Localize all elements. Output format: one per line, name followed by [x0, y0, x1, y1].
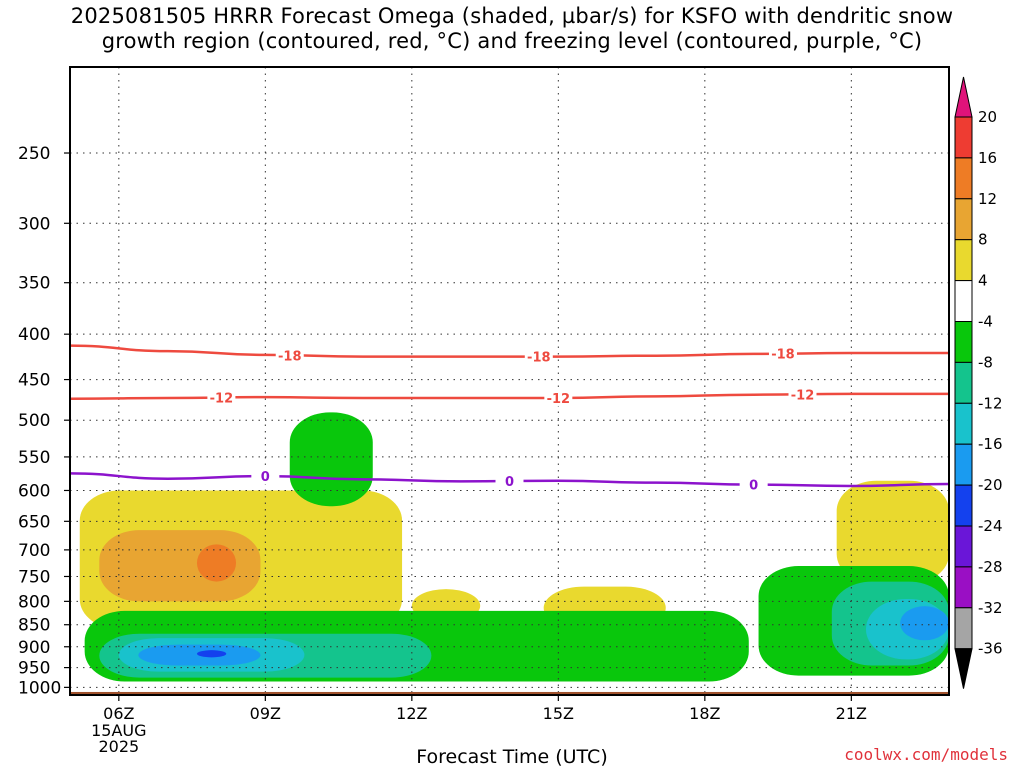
colorbar-swatch-4 — [954, 239, 973, 282]
colorbar-label-1: 16 — [978, 149, 997, 167]
y-tick-label-550: 550 — [18, 448, 50, 468]
colorbar-swatch-11 — [954, 525, 973, 568]
x-date-label-year: 2025 — [98, 737, 139, 756]
colorbar-swatch-2 — [954, 157, 973, 200]
contour-label-bg-2-0 — [251, 468, 280, 485]
colorbar-swatch-6 — [954, 321, 973, 363]
colorbar-swatch-13 — [954, 607, 973, 650]
x-axis-label: Forecast Time (UTC) — [416, 746, 608, 768]
y-tick-label-400: 400 — [18, 325, 50, 345]
contour-label-0-0: -18 — [278, 349, 302, 364]
contour-label-1-2: -12 — [791, 388, 815, 403]
x-tick-label-15Z: 15Z — [543, 704, 574, 723]
contour-label-1-1: -12 — [547, 392, 571, 407]
colorbar-swatch-5 — [954, 280, 973, 323]
colorbar-label-8: -16 — [978, 435, 1003, 453]
colorbar-label-6: -8 — [978, 353, 993, 371]
contour-label-bg-1-0 — [207, 389, 236, 406]
y-tick-label-950: 950 — [18, 659, 50, 679]
contour-label-bg-1-1 — [544, 389, 573, 406]
omega-region-6 — [289, 412, 373, 507]
colorbar-cap-top — [954, 76, 973, 118]
contour-label-2-1: 0 — [505, 475, 514, 490]
colorbar-label-7: -12 — [978, 394, 1003, 412]
contour-label-bg-0-2 — [768, 345, 797, 362]
colorbar-label-9: -20 — [978, 476, 1003, 494]
plot-frame — [69, 66, 950, 696]
omega-region-15 — [900, 606, 949, 641]
colorbar-label-3: 8 — [978, 231, 988, 249]
colorbar-swatch-7 — [954, 361, 973, 404]
colorbar-label-5: -4 — [978, 313, 993, 331]
y-tick-label-350: 350 — [18, 274, 50, 294]
contour-label-bg-2-1 — [495, 473, 524, 490]
y-tick-label-450: 450 — [18, 371, 50, 391]
chart-title-line2: growth region (contoured, red, °C) and f… — [101, 29, 923, 53]
contour-label-0-1: -18 — [527, 351, 551, 366]
contour-label-1-0: -12 — [210, 392, 234, 407]
colorbar-swatch-10 — [954, 484, 973, 527]
colorbar-cap-bottom — [954, 648, 973, 689]
x-tick-label-18Z: 18Z — [689, 704, 720, 723]
grid-layer — [70, 67, 949, 695]
colorbar-label-0: 20 — [978, 108, 997, 126]
colorbar-swatch-8 — [954, 402, 973, 445]
omega-fill-layer — [79, 412, 949, 682]
omega-region-2 — [196, 544, 237, 582]
contour-label-2-0: 0 — [261, 470, 270, 485]
x-date-label-day: 15AUG — [91, 721, 146, 740]
y-tick-label-1000: 1000 — [18, 678, 61, 698]
contour-label-bg-0-0 — [275, 347, 304, 364]
omega-region-11 — [196, 650, 227, 658]
y-tick-label-300: 300 — [18, 214, 50, 234]
ground-surface — [70, 691, 949, 695]
y-tick-label-700: 700 — [18, 541, 50, 561]
y-tick-label-500: 500 — [18, 411, 50, 431]
colorbar-swatch-9 — [954, 443, 973, 486]
x-tick-label-21Z: 21Z — [836, 704, 867, 723]
x-tick-label-06Z: 06Z — [103, 704, 134, 723]
colorbar-label-12: -32 — [978, 599, 1003, 617]
y-tick-label-900: 900 — [18, 638, 50, 658]
colorbar-label-13: -36 — [978, 640, 1003, 658]
colorbar-label-2: 12 — [978, 190, 997, 208]
colorbar-label-10: -24 — [978, 517, 1003, 535]
contour-label-bg-2-2 — [739, 476, 768, 493]
y-tick-label-650: 650 — [18, 512, 50, 532]
y-axis: 2503003504004505005506006507007508008509… — [18, 144, 70, 698]
colorbar-label-11: -28 — [978, 558, 1003, 576]
x-tick-label-09Z: 09Z — [250, 704, 281, 723]
colorbar-swatch-12 — [954, 566, 973, 609]
contour-line-0 — [70, 344, 949, 358]
contour-label-bg-1-2 — [788, 386, 817, 403]
colorbar-swatch-1 — [954, 116, 973, 159]
colorbar-label-4: 4 — [978, 272, 988, 290]
credit-link[interactable]: coolwx.com/models — [844, 745, 1008, 764]
omega-region-5 — [836, 480, 949, 585]
colorbar-swatch-3 — [954, 198, 973, 241]
contour-label-0-2: -18 — [771, 348, 795, 363]
contour-layer: -18 -18 -18 -12 -12 -12 0 0 0 — [70, 344, 949, 494]
x-tick-label-12Z: 12Z — [396, 704, 427, 723]
y-tick-label-600: 600 — [18, 481, 50, 501]
y-tick-label-750: 750 — [18, 567, 50, 587]
colorbar: 20 16 12 8 4 -4 -8 -12 -16 -20 -24 -28 -32 -36 — [954, 76, 1003, 689]
y-tick-label-250: 250 — [18, 144, 50, 164]
y-tick-label-850: 850 — [18, 616, 50, 636]
contour-label-2-2: 0 — [749, 479, 758, 494]
chart-title: 2025081505 HRRR Forecast Omega (shaded, … — [0, 4, 1024, 54]
omega-region-1 — [99, 530, 261, 602]
contour-label-bg-0-1 — [524, 348, 553, 365]
y-tick-label-800: 800 — [18, 592, 50, 612]
chart-title-line1: 2025081505 HRRR Forecast Omega (shaded, … — [70, 4, 954, 28]
